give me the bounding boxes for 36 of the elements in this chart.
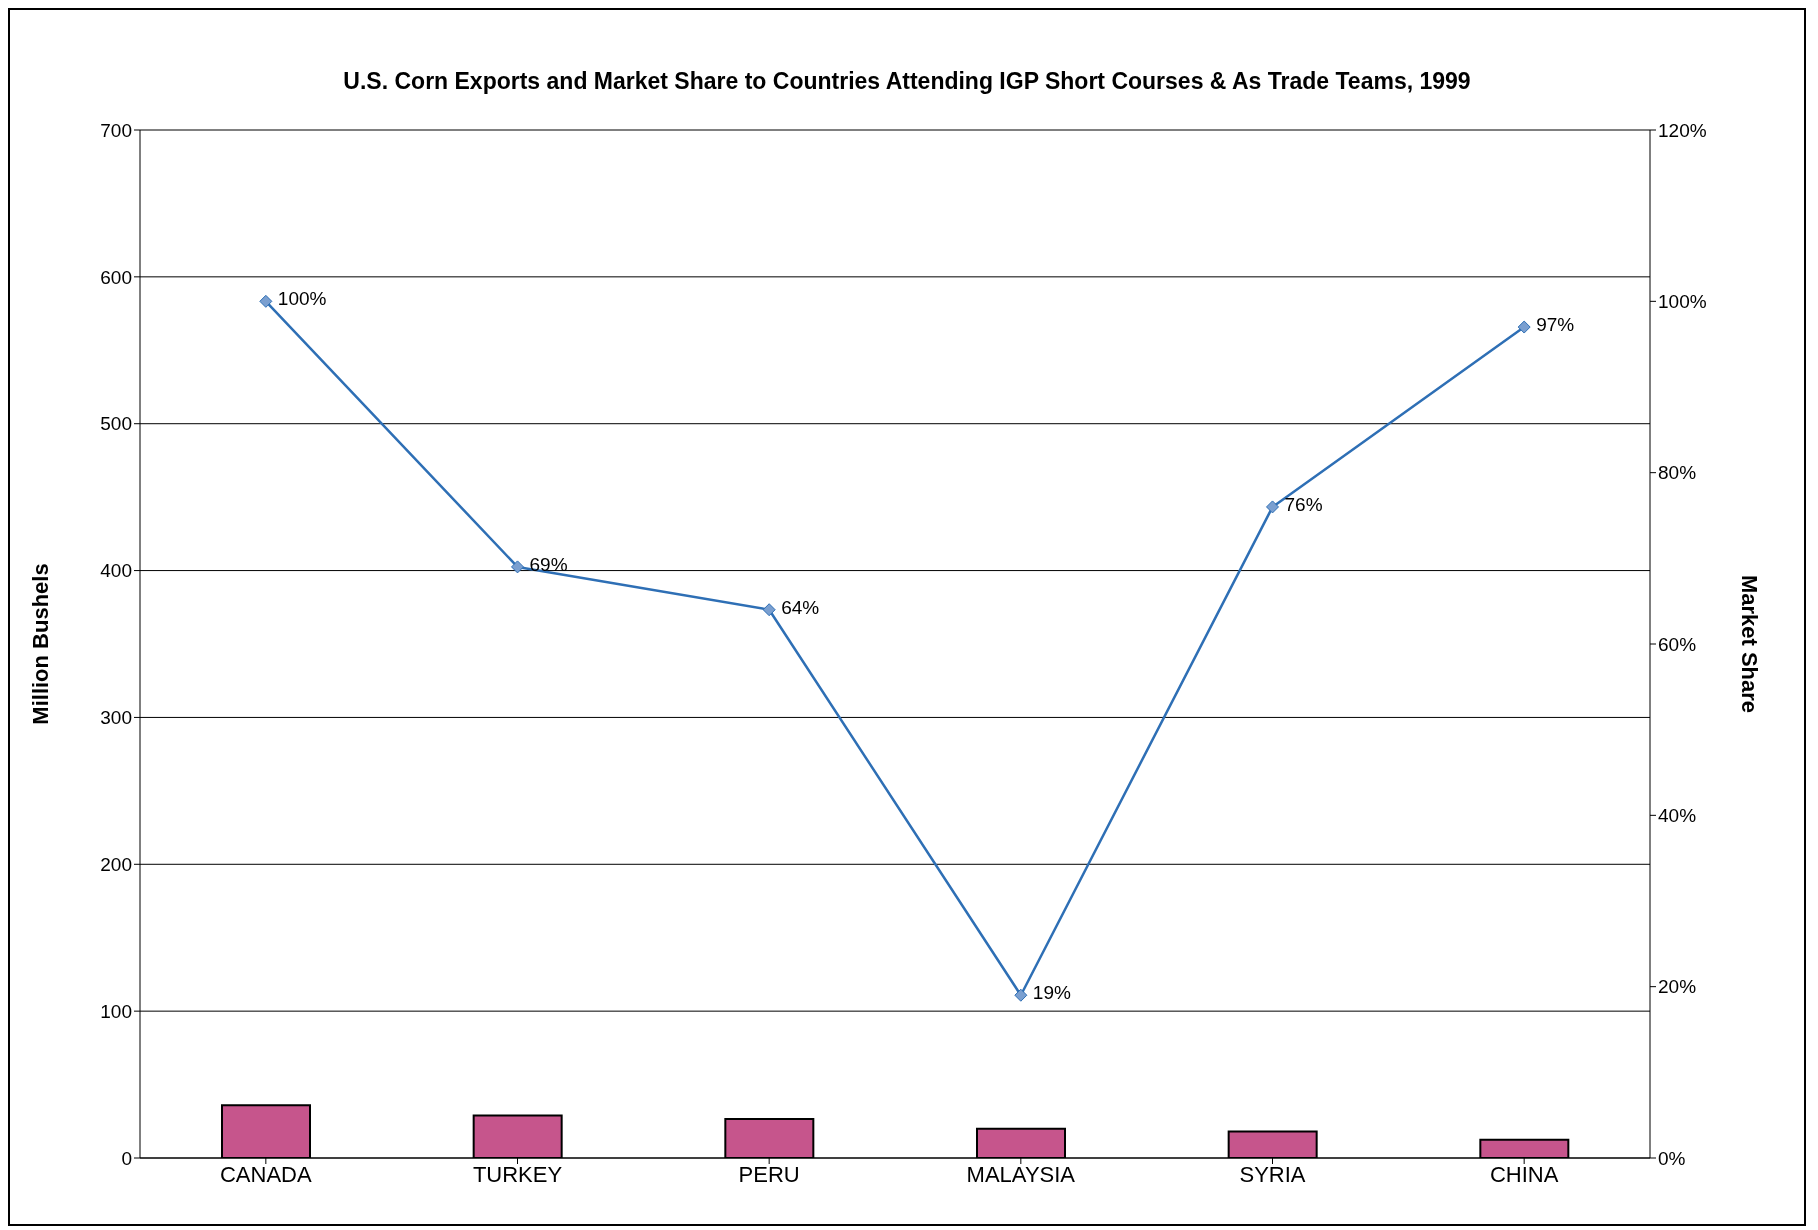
y2-tick-label: 100% — [1658, 291, 1707, 313]
y2-tick-label: 120% — [1658, 119, 1707, 141]
y-tick-label: 400 — [100, 560, 132, 582]
data-label: 69% — [529, 553, 568, 575]
y-tick-label: 600 — [100, 266, 132, 288]
y2-tick-label: 40% — [1658, 805, 1697, 827]
y-tick-label: 500 — [100, 413, 132, 435]
point — [511, 560, 524, 574]
y2-tick-label: 0% — [1658, 1147, 1686, 1169]
y-tick-label: 0 — [121, 1147, 132, 1169]
data-label: 97% — [1536, 314, 1575, 336]
y2-tick-label: 60% — [1658, 633, 1697, 655]
data-label: 19% — [1032, 982, 1071, 1004]
chart-title: U.S. Corn Exports and Market Share to Countries Attending IGP Short Courses & As Trade Teams, 1999 — [342, 67, 1472, 96]
point — [1517, 320, 1531, 334]
y-tick-label: 200 — [100, 854, 132, 876]
y-tick-label: 300 — [100, 707, 132, 729]
x-tick-label: SYRIA — [1239, 1161, 1306, 1187]
data-label: 100% — [277, 288, 327, 310]
point — [1014, 988, 1028, 1002]
y-tick-label: 700 — [100, 119, 132, 141]
x-tick-label: TURKEY — [472, 1161, 563, 1187]
x-tick-label: CANADA — [219, 1161, 312, 1187]
y-axis-title: Million Bushels — [27, 563, 53, 725]
point — [1266, 500, 1279, 514]
y2-tick-label: 80% — [1658, 462, 1697, 484]
x-tick-label: CHINA — [1489, 1161, 1559, 1187]
data-label: 76% — [1284, 493, 1323, 515]
y2-tick-label: 20% — [1658, 976, 1697, 998]
y-tick-label: 100 — [100, 1000, 132, 1022]
point — [762, 603, 776, 617]
x-tick-label: MALAYSIA — [966, 1161, 1076, 1187]
x-tick-label: PERU — [738, 1161, 800, 1187]
point — [259, 294, 273, 308]
data-label: 64% — [781, 596, 820, 618]
y2-axis-title: Market Share — [1737, 574, 1763, 714]
